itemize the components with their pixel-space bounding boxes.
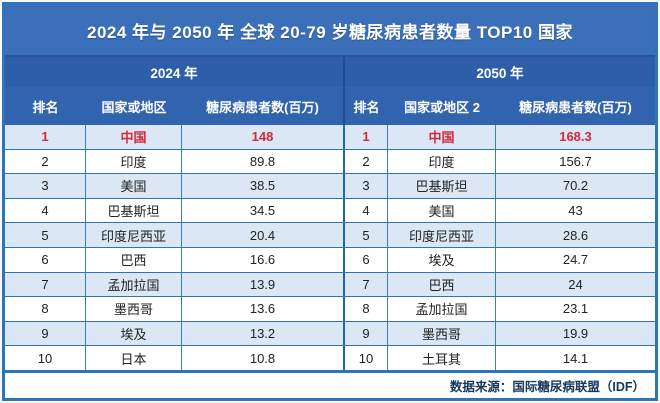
rank-2024: 10	[5, 346, 86, 370]
country-2050: 巴基斯坦	[388, 174, 496, 198]
table-row-2: 2 印度 89.8 2 印度 156.7	[5, 149, 655, 175]
table-row-9: 9 埃及 13.2 9 墨西哥 19.9	[5, 321, 655, 347]
year-header-2050: 2050 年	[476, 66, 524, 81]
column-header-row: 排名 国家或地区 糖尿病患者数(百万) 排名 国家或地区 2 糖尿病患者数(百万…	[5, 87, 655, 125]
value-2050: 168.3	[559, 129, 592, 145]
table-row-4: 4 巴基斯坦 34.5 4 美国 43	[5, 198, 655, 224]
header-country-2024: 国家或地区	[101, 99, 167, 115]
header-rank-2050: 排名	[353, 99, 380, 115]
rank-2024: 5	[5, 223, 86, 247]
data-source: 数据来源：国际糖尿病联盟（IDF）	[5, 370, 655, 398]
country-2050: 孟加拉国	[388, 297, 496, 321]
value-2050: 19.9	[562, 326, 589, 342]
country-2024: 巴西	[86, 247, 182, 272]
country-2050: 巴西	[388, 272, 496, 297]
header-value-2024: 糖尿病患者数(百万)	[182, 87, 345, 125]
table-row-7: 7 孟加拉国 13.9 7 巴西 24	[5, 272, 655, 298]
table-row-6: 6 巴西 16.6 6 埃及 24.7	[5, 247, 655, 273]
table-row-1: 1 中国 148 1 中国 168.3	[5, 125, 655, 150]
year-header-2024: 2024 年	[5, 57, 345, 87]
country-2050: 墨西哥	[388, 321, 496, 346]
header-value-2050: 糖尿病患者数(百万)	[519, 99, 632, 115]
value-2024: 13.9	[182, 272, 345, 297]
value-2050: 156.7	[559, 153, 592, 169]
rank-2050: 1	[345, 125, 388, 149]
value-2024: 148	[182, 125, 345, 149]
country-2050: 美国	[388, 198, 496, 223]
rank-2024: 6	[5, 247, 86, 272]
header-country-2050: 国家或地区 2	[404, 99, 480, 115]
rank-2050: 5	[345, 223, 388, 247]
country-2024: 印度尼西亚	[86, 223, 182, 247]
rank-2050: 9	[345, 321, 388, 346]
country-2024: 墨西哥	[86, 297, 182, 321]
rank-2050: 4	[345, 198, 388, 223]
value-2024: 20.4	[182, 223, 345, 247]
value-2024: 38.5	[182, 174, 345, 198]
value-2050: 70.2	[562, 178, 589, 194]
value-2024: 13.6	[182, 297, 345, 321]
value-2024: 10.8	[182, 346, 345, 370]
year-header-row: 2024 年 2050 年	[5, 57, 655, 87]
table-row-3: 3 美国 38.5 3 巴基斯坦 70.2	[5, 174, 655, 199]
country-2024: 日本	[86, 346, 182, 370]
value-2050: 28.6	[562, 227, 589, 243]
rank-2050: 6	[345, 247, 388, 272]
rank-2024: 9	[5, 321, 86, 346]
country-2024: 埃及	[86, 321, 182, 346]
rank-2050: 3	[345, 174, 388, 198]
table-row-8: 8 墨西哥 13.6 8 孟加拉国 23.1	[5, 297, 655, 322]
rank-2050: 10	[345, 346, 388, 370]
table-row-5: 5 印度尼西亚 20.4 5 印度尼西亚 28.6	[5, 223, 655, 248]
value-2050: 43	[568, 203, 583, 219]
page-title: 2024 年与 2050 年 全球 20-79 岁糖尿病患者数量 TOP10 国…	[5, 5, 655, 57]
country-2024: 中国	[86, 125, 182, 149]
value-2024: 34.5	[182, 198, 345, 223]
country-2024: 孟加拉国	[86, 272, 182, 297]
value-2050: 23.1	[562, 301, 589, 317]
table-row-10: 10 日本 10.8 10 土耳其 14.1	[5, 346, 655, 371]
country-2050: 印度	[388, 149, 496, 174]
rank-2050: 2	[345, 149, 388, 174]
country-2024: 美国	[86, 174, 182, 198]
country-2050: 印度尼西亚	[388, 223, 496, 247]
rank-2050: 8	[345, 297, 388, 321]
country-2050: 埃及	[388, 247, 496, 272]
value-2050: 24	[568, 276, 583, 292]
rank-2024: 7	[5, 272, 86, 297]
rank-2024: 2	[5, 149, 86, 174]
country-2050: 土耳其	[388, 346, 496, 370]
rank-2050: 7	[345, 272, 388, 297]
rank-2024: 1	[5, 125, 86, 149]
value-2050: 24.7	[562, 252, 589, 268]
country-2024: 巴基斯坦	[86, 198, 182, 223]
value-2050: 14.1	[562, 350, 589, 366]
header-rank-2024: 排名	[32, 99, 59, 115]
value-2024: 13.2	[182, 321, 345, 346]
value-2024: 16.6	[182, 247, 345, 272]
value-2024: 89.8	[182, 149, 345, 174]
rank-2024: 8	[5, 297, 86, 321]
country-2050: 中国	[388, 125, 496, 149]
rank-2024: 4	[5, 198, 86, 223]
rank-2024: 3	[5, 174, 86, 198]
country-2024: 印度	[86, 149, 182, 174]
